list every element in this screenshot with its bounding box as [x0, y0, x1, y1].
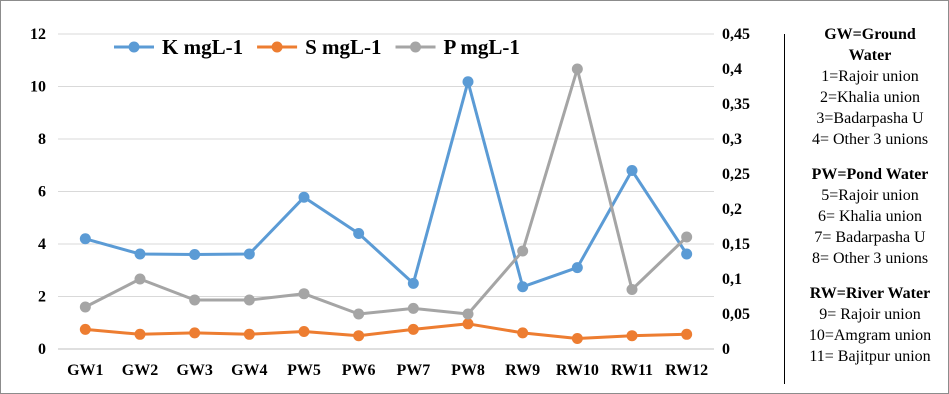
data-point — [407, 277, 419, 289]
legend-label: S mgL-1 — [305, 35, 381, 59]
group-pond-water: PW=Pond Water 5=Rajoir union 6= Khalia u… — [792, 164, 948, 269]
series-line-2 — [85, 322, 687, 340]
y-right-tick-label: 0,35 — [722, 96, 750, 113]
data-point — [462, 76, 474, 88]
y-right-tick-label: 0,2 — [722, 201, 742, 218]
group-title: RW=River Water — [809, 285, 931, 302]
data-point — [407, 302, 419, 314]
y-right-tick-label: 0,05 — [722, 306, 750, 323]
side-panel-divider — [784, 34, 785, 384]
y-right-tick-label: 0,15 — [722, 236, 750, 253]
group-item: 5=Rajoir union — [821, 187, 919, 204]
y-left-tick-label: 2 — [38, 289, 46, 306]
x-tick-label: GW4 — [231, 362, 267, 379]
x-tick-label: PW7 — [396, 362, 430, 379]
y-left-tick-label: 12 — [30, 26, 46, 43]
group-item: 11= Bajitpur union — [809, 348, 931, 365]
data-point — [134, 328, 146, 340]
side-panel: GW=Ground Water 1=Rajoir union 2=Khalia … — [792, 24, 948, 367]
legend-label: K mgL-1 — [162, 35, 243, 59]
data-point — [243, 328, 255, 340]
data-point — [298, 288, 310, 300]
data-point — [626, 165, 638, 176]
data-point — [134, 248, 146, 260]
data-point — [79, 301, 91, 313]
data-point — [462, 318, 474, 330]
legend-marker — [271, 41, 283, 53]
data-point — [626, 330, 638, 342]
data-point — [353, 330, 365, 342]
data-point — [681, 231, 693, 243]
legend-marker — [128, 41, 140, 53]
group-item: 7= Badarpasha U — [814, 229, 926, 246]
data-point — [571, 63, 583, 75]
data-point — [571, 262, 583, 274]
x-tick-label: PW6 — [342, 362, 376, 379]
legend-label: P mgL-1 — [444, 35, 520, 59]
y-right-tick-label: 0,45 — [722, 26, 750, 43]
group-item: 10=Amgram union — [808, 327, 932, 344]
data-point — [298, 191, 310, 203]
x-tick-label: PW5 — [287, 362, 321, 379]
x-tick-label: GW2 — [122, 362, 158, 379]
y-right-tick-label: 0,4 — [722, 61, 742, 78]
y-right-tick-label: 0,1 — [722, 271, 742, 288]
x-tick-label: RW12 — [665, 362, 708, 379]
group-title: PW=Pond Water — [811, 166, 929, 183]
data-point — [517, 245, 529, 257]
data-point — [298, 326, 310, 337]
series-line-1 — [84, 80, 688, 289]
data-point — [79, 323, 91, 335]
data-point — [353, 228, 365, 239]
x-tick-label: RW11 — [611, 362, 653, 379]
y-left-tick-label: 8 — [38, 131, 46, 148]
y-left-tick-label: 0 — [38, 341, 46, 358]
data-point — [79, 233, 91, 245]
data-point — [243, 248, 255, 260]
y-left-tick-label: 4 — [38, 236, 46, 253]
group-item: 8= Other 3 unions — [811, 250, 929, 267]
data-point — [462, 308, 474, 320]
y-right-tick-label: 0 — [722, 341, 730, 358]
y-left-tick-label: 10 — [30, 79, 46, 96]
data-point — [189, 249, 201, 260]
group-item: 9= Rajoir union — [819, 306, 921, 323]
x-tick-label: RW10 — [556, 362, 599, 379]
data-point — [134, 273, 146, 285]
data-point — [626, 284, 638, 295]
data-point — [353, 308, 365, 320]
y-right-tick-label: 0,25 — [722, 166, 750, 183]
group-item: 2=Khalia union — [819, 89, 921, 106]
group-item: 4= Other 3 unions — [811, 131, 929, 148]
data-point — [517, 327, 529, 339]
series-line-3 — [84, 67, 688, 316]
data-point — [243, 294, 255, 306]
group-item: 3=Badarpasha U — [816, 110, 924, 127]
x-tick-label: GW1 — [67, 362, 103, 379]
data-point — [407, 323, 419, 335]
data-point — [189, 294, 201, 306]
x-tick-label: PW8 — [451, 362, 485, 379]
group-item: 6= Khalia union — [817, 208, 923, 225]
y-right-tick-label: 0,3 — [722, 131, 742, 148]
y-left-tick-label: 6 — [38, 184, 46, 201]
group-river-water: RW=River Water 9= Rajoir union 10=Amgram… — [792, 283, 948, 367]
line-chart: 0 2 4 6 8 10 12 0 0,05 0,1 0,15 0,2 0,25 0,3 0,35 0,4 0,… — [30, 26, 750, 379]
x-tick-label: RW9 — [505, 362, 540, 379]
group-item: 1=Rajoir union — [821, 68, 919, 85]
data-point — [681, 328, 693, 340]
data-point — [517, 281, 529, 293]
x-tick-label: GW3 — [176, 362, 212, 379]
group-ground-water: GW=Ground Water 1=Rajoir union 2=Khalia … — [792, 24, 948, 150]
data-point — [189, 327, 201, 339]
group-title: Water — [848, 47, 892, 64]
legend-marker — [410, 41, 422, 53]
data-point — [681, 248, 693, 260]
group-title: GW=Ground — [824, 26, 916, 43]
data-point — [571, 333, 583, 344]
